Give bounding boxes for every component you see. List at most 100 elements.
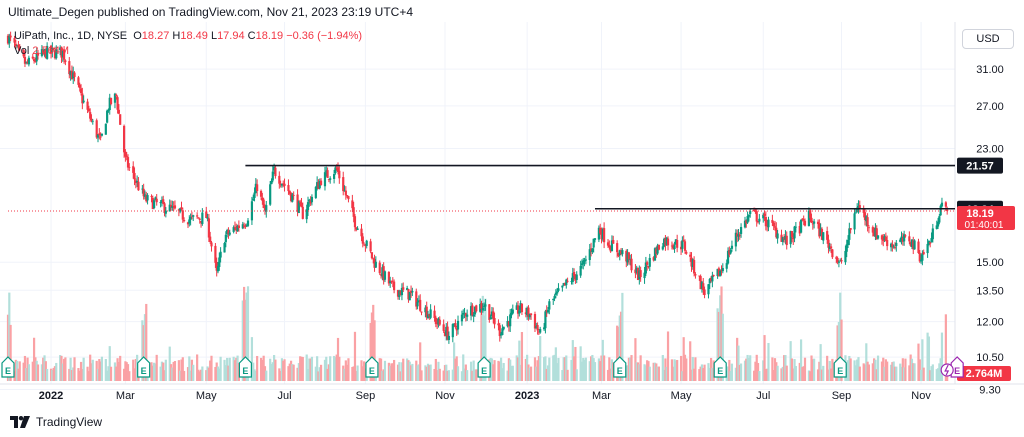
candle-body: [802, 219, 805, 221]
candle-body: [186, 222, 190, 225]
volume-bar: [379, 358, 383, 381]
volume-bar: [539, 336, 542, 381]
candle-body: [62, 49, 66, 60]
volume-bar: [766, 368, 769, 381]
volume-bar: [143, 314, 147, 381]
candle-body: [68, 61, 71, 75]
candle-body: [927, 241, 931, 245]
candle-body: [297, 201, 300, 213]
candle-body: [81, 93, 84, 104]
candle-body: [216, 266, 220, 272]
candle-body: [69, 71, 72, 76]
volume-bar: [720, 286, 723, 381]
candle-body: [884, 237, 887, 242]
candle-body: [361, 236, 364, 244]
volume-bar: [506, 370, 509, 381]
volume-bar: [141, 320, 144, 381]
volume-bar: [428, 365, 431, 381]
candle-body: [433, 310, 436, 319]
candle-body: [463, 313, 466, 314]
candle-body: [25, 61, 28, 63]
volume-bar: [858, 366, 861, 381]
candle-body: [116, 97, 119, 110]
volume-bar: [60, 355, 63, 381]
volume-bar: [501, 368, 504, 381]
candle-body: [803, 220, 807, 226]
volume-bar: [556, 363, 559, 381]
candle-body: [548, 301, 551, 310]
candle-body: [363, 244, 366, 246]
volume-bar: [91, 359, 94, 381]
volume-label-bg: [957, 366, 1011, 381]
volume-bar: [36, 364, 40, 381]
volume-bar: [510, 365, 513, 381]
candle-body: [599, 227, 602, 234]
candle-body: [402, 287, 405, 290]
candle-body: [288, 190, 291, 194]
candle-body: [134, 180, 137, 184]
volume-bar: [274, 359, 277, 381]
candle-body: [840, 260, 843, 262]
volume-bar: [466, 370, 469, 381]
candle-body: [673, 245, 676, 250]
volume-bar: [98, 359, 101, 381]
candle-body: [96, 134, 100, 138]
candle-body: [638, 270, 641, 280]
candle-body: [122, 125, 126, 153]
candle-body: [434, 317, 437, 325]
close-label: C: [247, 30, 256, 42]
volume-bar: [327, 364, 330, 381]
candle-body: [793, 226, 796, 239]
tradingview-logo[interactable]: TradingView: [10, 415, 102, 429]
volume-bar: [739, 363, 743, 381]
currency-button[interactable]: USD: [962, 29, 1014, 49]
volume-bar: [652, 362, 655, 381]
volume-bar: [856, 359, 859, 381]
candle-body: [646, 262, 649, 265]
candle-body: [446, 326, 449, 340]
volume-bar: [554, 347, 557, 381]
candle-body: [27, 57, 30, 65]
candle-body: [734, 232, 737, 247]
volume-bar: [519, 364, 522, 381]
candle-body: [543, 327, 546, 330]
volume-bar: [609, 368, 612, 381]
volume-bar: [253, 369, 256, 381]
volume-bar: [411, 363, 414, 381]
candle-body: [136, 180, 139, 183]
candle-body: [493, 318, 496, 325]
candle-body: [372, 257, 375, 259]
candle-body: [387, 271, 390, 284]
volume-bar: [209, 360, 212, 381]
volume-bar: [783, 355, 786, 381]
volume-bar: [618, 315, 621, 381]
volume-bar: [218, 368, 221, 381]
volume-bar: [316, 356, 319, 381]
candle-body: [766, 225, 769, 227]
candle-body: [417, 300, 420, 303]
candle-body: [929, 242, 932, 244]
candle-body: [593, 238, 597, 240]
volume-bar: [119, 355, 122, 381]
candle-body: [648, 257, 651, 267]
volume-bar: [206, 366, 209, 381]
volume-bar: [223, 359, 226, 381]
candle-body: [188, 219, 191, 224]
candle-body: [451, 324, 454, 338]
candle-body: [9, 35, 12, 38]
candles: [6, 31, 949, 344]
volume-bar: [383, 360, 387, 381]
symbol-title[interactable]: UiPath, Inc., 1D, NYSE: [14, 30, 128, 42]
volume-bar: [387, 362, 390, 381]
published-by-line: Ultimate_Degen published on TradingView.…: [8, 5, 414, 19]
volume-bar: [736, 337, 739, 381]
volume-bar: [343, 368, 346, 381]
candle-body: [571, 273, 574, 282]
candle-body: [644, 262, 647, 274]
candle-body: [126, 157, 130, 168]
volume-bar: [25, 368, 28, 381]
candle-body: [424, 307, 427, 313]
candle-body: [79, 88, 83, 94]
